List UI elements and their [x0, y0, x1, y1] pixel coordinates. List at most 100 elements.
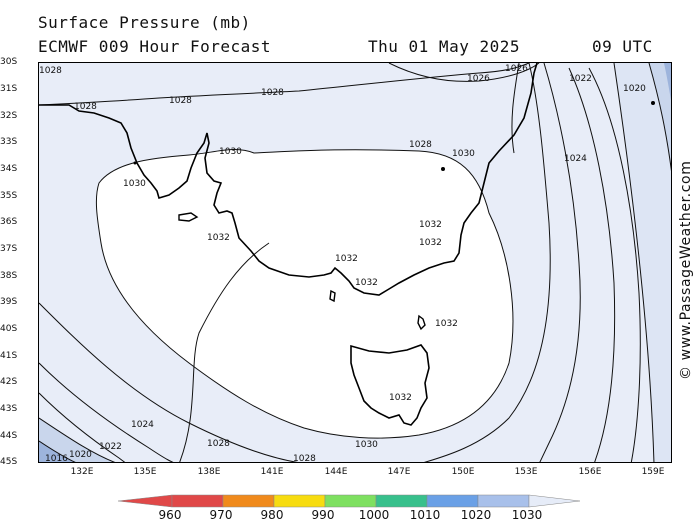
lat-label: 31S	[0, 84, 18, 94]
isobar-1026-east	[539, 63, 581, 462]
isobar-label: 1028	[39, 66, 62, 76]
island-dot	[651, 101, 655, 105]
lon-label: 147E	[387, 467, 411, 477]
isobar-1026-north	[388, 63, 540, 82]
isobar-1018-east	[648, 63, 671, 172]
isobar-label: 1028	[74, 102, 97, 112]
isobar-label: 1028	[293, 454, 316, 463]
lat-label: 32S	[0, 111, 18, 121]
isobar-label: 1016	[45, 454, 68, 463]
flinders-island	[417, 314, 426, 331]
tasmania-coastline	[350, 344, 430, 426]
isobar-label: 1030	[123, 179, 146, 189]
isobar-1028-northeast	[511, 63, 520, 154]
forecast-time: 09 UTC	[592, 37, 653, 56]
isobar-1020-east	[613, 63, 655, 462]
isobar-label: 1030	[452, 149, 475, 159]
isobar-label: 1024	[564, 154, 587, 164]
isobar-1018-southwest	[39, 440, 76, 462]
isobar-label: 1020	[69, 450, 92, 460]
isobar-1032-west	[179, 242, 270, 462]
isobar-label: 1022	[99, 442, 122, 452]
legend-arrow-high	[528, 494, 581, 508]
legend-tick-label: 960	[158, 508, 182, 522]
lat-label: 33S	[0, 137, 18, 147]
isobar-label: 1028	[409, 140, 432, 150]
isobar-label: 1032	[355, 278, 378, 288]
southwest-low-band	[39, 418, 114, 462]
isobar-label: 1026	[467, 74, 490, 84]
legend-tick-label: 1010	[409, 508, 441, 522]
lon-label: 159E	[641, 467, 665, 477]
legend-swatch	[477, 494, 530, 508]
legend-tick-label: 970	[209, 508, 233, 522]
lat-label: 42S	[0, 377, 18, 387]
isobar-label: 1032	[419, 238, 442, 248]
isobar-label: 1030	[219, 147, 242, 157]
lat-label: 45S	[0, 457, 18, 467]
lon-label: 153E	[514, 467, 538, 477]
pressure-color-legend	[118, 494, 581, 508]
isobar-1022-east	[588, 67, 641, 462]
isobar-label: 1032	[435, 319, 458, 329]
lat-label: 40S	[0, 324, 18, 334]
lat-label: 36S	[0, 217, 18, 227]
legend-tick-label: 1000	[358, 508, 390, 522]
isobar-label: 1024	[131, 420, 154, 430]
lon-label: 135E	[133, 467, 157, 477]
legend-swatch	[171, 494, 224, 508]
isobar-label: 1028	[261, 88, 284, 98]
lat-label: 37S	[0, 244, 18, 254]
isobar-label: 1028	[207, 439, 230, 449]
east-low-band	[649, 63, 671, 168]
legend-swatch	[324, 494, 377, 508]
mainland-coastline	[39, 63, 538, 296]
southwest-low-edge	[39, 441, 75, 462]
legend-tick-label: 980	[260, 508, 284, 522]
lon-label: 150E	[451, 467, 475, 477]
isobar-label: 1032	[335, 254, 358, 264]
legend-swatch	[426, 494, 479, 508]
isobar-label: 1022	[569, 74, 592, 84]
lat-label: 35S	[0, 191, 18, 201]
lat-label: 43S	[0, 404, 18, 414]
lon-label: 144E	[324, 467, 348, 477]
isobar-1028-east	[424, 63, 551, 462]
legend-tick-label: 1030	[511, 508, 543, 522]
isobar-label-group: 1028 1028 1028 1028 1026 1026 1022 1020 …	[39, 64, 646, 463]
legend-swatch	[273, 494, 326, 508]
isobar-label: 1032	[389, 393, 412, 403]
island-dot	[441, 167, 445, 171]
high-pressure-1030-area	[95, 149, 514, 439]
legend-arrow-low	[118, 494, 173, 508]
isobar-label: 1026	[505, 64, 528, 74]
east-low-edge	[664, 63, 671, 101]
isobar-1028-north	[39, 63, 530, 106]
legend-swatch	[375, 494, 428, 508]
isobar-1024-southwest	[39, 362, 174, 462]
isobar-1024-east	[568, 67, 616, 462]
lat-label: 30S	[0, 57, 18, 67]
isobar-label: 1028	[169, 96, 192, 106]
lat-label: 39S	[0, 297, 18, 307]
site-watermark: © www.PassageWeather.com	[678, 160, 694, 380]
isobar-label: 1030	[355, 440, 378, 450]
pressure-map: 1028 1028 1028 1028 1026 1026 1022 1020 …	[38, 62, 672, 463]
legend-swatch	[222, 494, 275, 508]
lon-label: 138E	[197, 467, 221, 477]
isobar-label: 1020	[623, 84, 646, 94]
forecast-model: ECMWF 009 Hour Forecast	[38, 37, 272, 56]
legend-tick-label: 1020	[460, 508, 492, 522]
island-dot	[133, 161, 137, 165]
isobar-map-svg: 1028 1028 1028 1028 1026 1026 1022 1020 …	[39, 63, 671, 463]
legend-tick-label: 990	[311, 508, 335, 522]
isobar-1020-southwest	[39, 417, 116, 462]
isobar-1028-southwest	[39, 302, 299, 462]
lat-label: 41S	[0, 351, 18, 361]
kangaroo-island	[178, 212, 199, 222]
isobar-lines	[39, 63, 671, 462]
lat-label: 38S	[0, 271, 18, 281]
isobar-1022-southwest	[39, 392, 126, 462]
lat-label: 34S	[0, 164, 18, 174]
lon-label: 156E	[578, 467, 602, 477]
